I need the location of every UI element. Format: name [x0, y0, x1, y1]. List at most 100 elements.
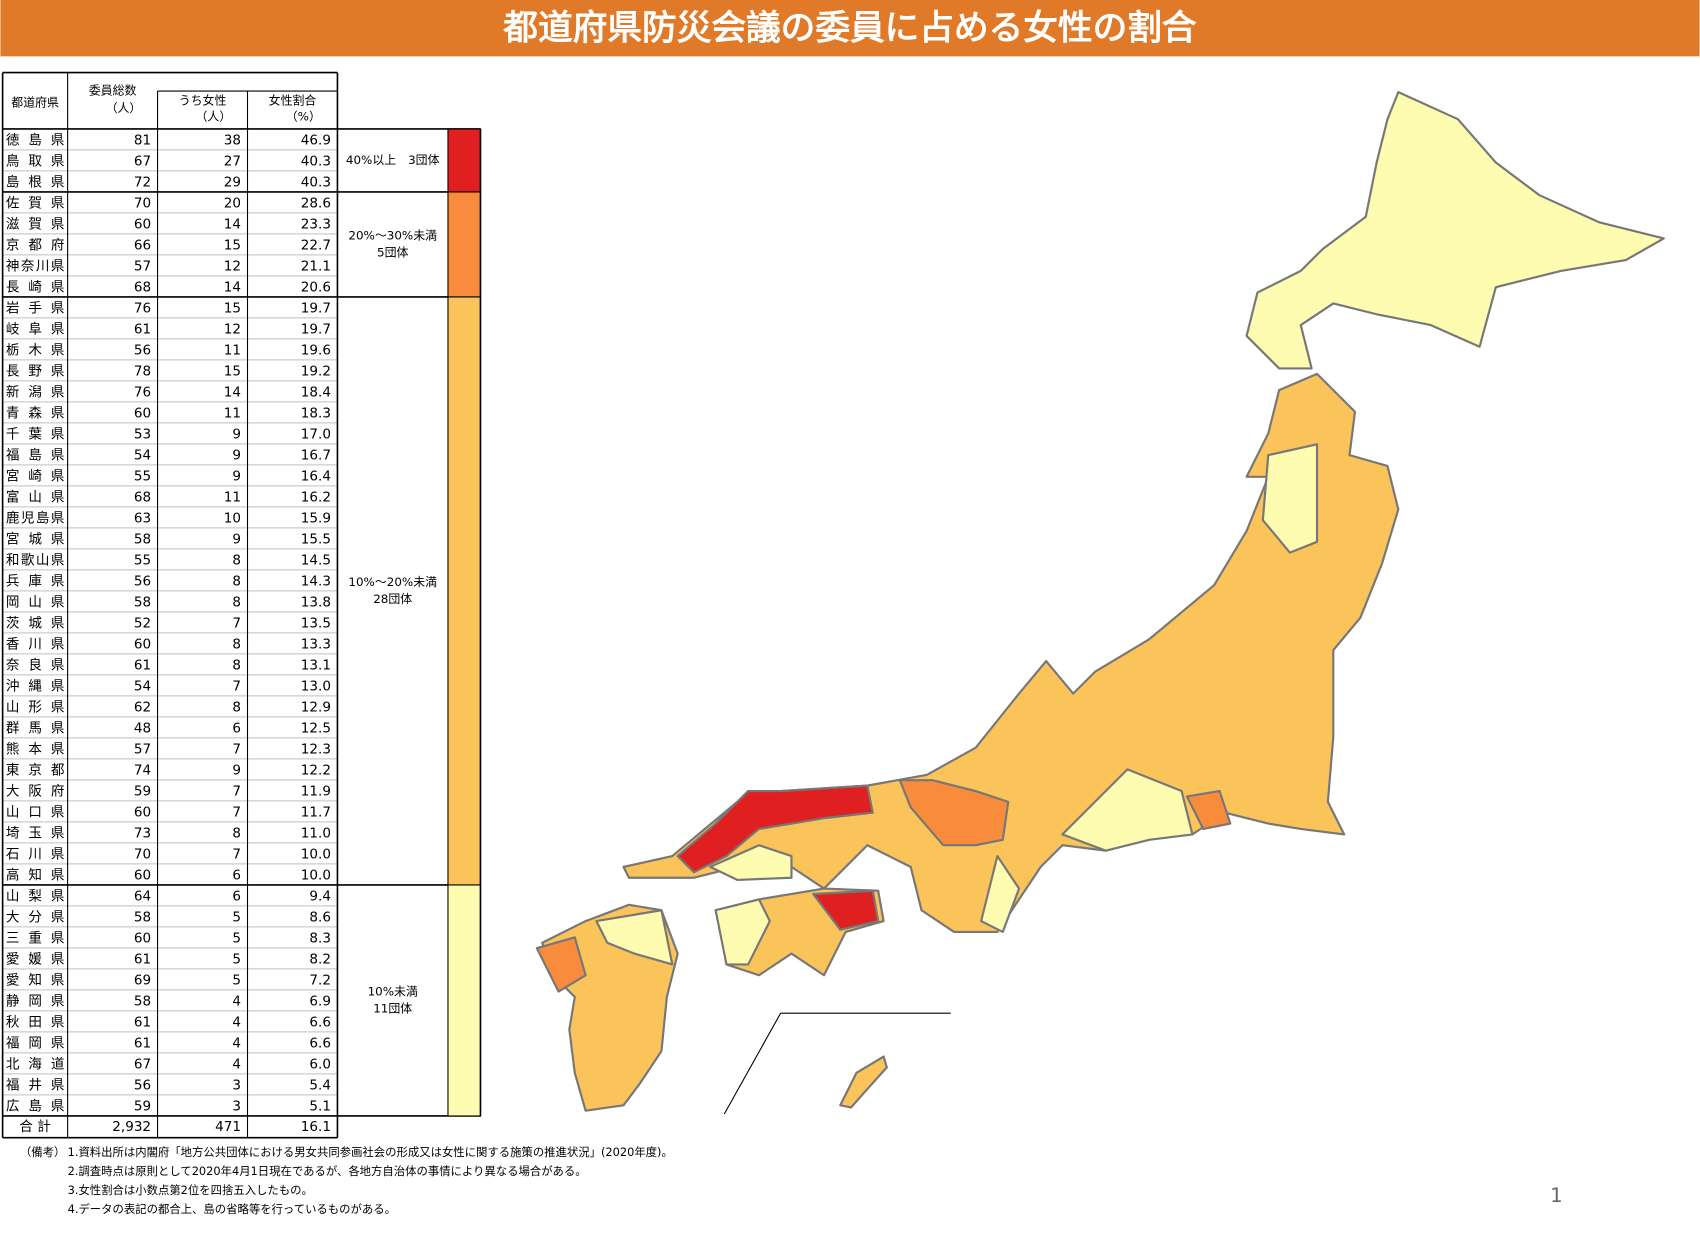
- prefecture-name: 三 重 県: [6, 931, 65, 947]
- table-cell: 18.3: [301, 406, 331, 422]
- table-cell: 11: [224, 343, 241, 359]
- ehime: [714, 898, 771, 966]
- prefecture-name: 東 京 都: [6, 763, 65, 779]
- table-cell: 17.0: [301, 427, 331, 443]
- table-cell: 13.5: [301, 616, 331, 632]
- table-cell: 12.3: [301, 742, 331, 758]
- table-cell: 78: [134, 364, 151, 380]
- table-cell: 46.9: [301, 133, 331, 149]
- table-cell: 60: [134, 868, 151, 884]
- table-cell: 8: [232, 553, 241, 569]
- group-label: 5団体: [377, 246, 408, 260]
- note: 2.調査時点は原則として2020年4月1日現在であるが、各地方自治体の事情により…: [68, 1164, 587, 1178]
- prefecture-name: 山 形 県: [6, 700, 65, 716]
- table-cell: 4: [232, 1036, 241, 1052]
- table-cell: 11: [224, 406, 241, 422]
- table-cell: 3: [232, 1078, 241, 1094]
- table-cell: 8: [232, 658, 241, 674]
- table-cell: 16.2: [301, 490, 331, 506]
- table-cell: 22.7: [301, 238, 331, 254]
- table-cell: 8: [232, 826, 241, 842]
- table-cell: 61: [134, 322, 151, 338]
- table-cell: 7: [232, 679, 241, 695]
- table-cell: 74: [134, 763, 151, 779]
- table-cell: 81: [134, 133, 151, 149]
- inset-line: [723, 1012, 782, 1115]
- prefecture-name: 山 口 県: [6, 805, 65, 821]
- table-cell: 7: [232, 805, 241, 821]
- table-cell: 5: [232, 910, 241, 926]
- kyoto-shiga: [898, 779, 1010, 847]
- prefecture-name: 兵 庫 県: [6, 574, 65, 590]
- table-cell: 19.6: [301, 343, 331, 359]
- total-cell: 16.1: [301, 1119, 331, 1135]
- table-cell: 10.0: [301, 868, 331, 884]
- header-cell: 都道府県: [11, 95, 59, 109]
- table-cell: 5.4: [309, 1078, 331, 1094]
- table-cell: 61: [134, 1015, 151, 1031]
- table-cell: 55: [134, 553, 151, 569]
- table-cell: 56: [134, 574, 151, 590]
- prefecture-name: 富 山 県: [6, 489, 65, 506]
- table-cell: 70: [134, 196, 151, 212]
- table-cell: 40.3: [301, 154, 331, 170]
- table-cell: 3: [232, 1099, 241, 1115]
- table-cell: 69: [134, 973, 151, 989]
- table-cell: 54: [134, 448, 151, 464]
- table-cell: 14: [224, 217, 241, 233]
- table-cell: 60: [134, 217, 151, 233]
- table-cell: 12: [224, 322, 241, 338]
- table-cell: 5: [232, 952, 241, 968]
- table-cell: 20: [224, 196, 241, 212]
- prefecture-name: 神奈川県: [6, 259, 65, 275]
- table-cell: 61: [134, 952, 151, 968]
- table-cell: 6: [232, 868, 241, 884]
- table-cell: 15.9: [301, 511, 331, 527]
- total-label: 合 計: [19, 1119, 50, 1135]
- prefecture-name: 徳 島 県: [6, 133, 65, 149]
- table-cell: 6: [232, 721, 241, 737]
- header-cell: 女性割合: [269, 93, 317, 107]
- prefecture-name: 熊 本 県: [6, 742, 65, 758]
- table-cell: 52: [134, 616, 151, 632]
- table-cell: 48: [134, 721, 151, 737]
- prefecture-name: 石 川 県: [6, 847, 65, 863]
- tottori-shimane: [676, 784, 874, 874]
- page-number: 1: [1550, 1184, 1562, 1207]
- mie: [980, 854, 1021, 933]
- table-cell: 8: [232, 700, 241, 716]
- prefecture-name: 青 森 県: [6, 406, 65, 422]
- tokushima: [812, 889, 880, 931]
- table-cell: 28.6: [301, 196, 331, 212]
- prefecture-name: 大 分 県: [6, 910, 65, 926]
- notes-label: （備考）: [20, 1145, 65, 1159]
- table-cell: 15: [224, 364, 241, 380]
- group-color: [447, 296, 482, 886]
- table-cell: 15: [224, 238, 241, 254]
- table-cell: 14: [224, 385, 241, 401]
- table-cell: 7: [232, 784, 241, 800]
- note: 1.資料出所は内閣府「地方公共団体における男女共同参画社会の形成又は女性に関する…: [68, 1145, 673, 1159]
- header-cell: （%）: [286, 110, 321, 124]
- table-cell: 58: [134, 910, 151, 926]
- table-cell: 8.6: [309, 910, 331, 926]
- prefecture-name: 京 都 府: [6, 238, 65, 254]
- table-cell: 53: [134, 427, 151, 443]
- table-cell: 11.9: [301, 784, 331, 800]
- table-cell: 13.0: [301, 679, 331, 695]
- table-cell: 5.1: [309, 1099, 331, 1115]
- table-cell: 18.4: [301, 385, 331, 401]
- table-cell: 67: [134, 1057, 151, 1073]
- table-cell: 12.2: [301, 763, 331, 779]
- table-cell: 64: [134, 889, 151, 905]
- table-cell: 70: [134, 847, 151, 863]
- table-cell: 59: [134, 1099, 151, 1115]
- prefecture-name: 千 葉 県: [6, 427, 65, 443]
- tokai: [1061, 768, 1194, 852]
- table-cell: 14.5: [301, 553, 331, 569]
- prefecture-name: 沖 縄 県: [6, 679, 65, 695]
- table-cell: 68: [134, 280, 151, 296]
- table-cell: 9: [232, 448, 241, 464]
- table-cell: 9: [232, 763, 241, 779]
- group-label: 10%～20%未満: [348, 575, 437, 589]
